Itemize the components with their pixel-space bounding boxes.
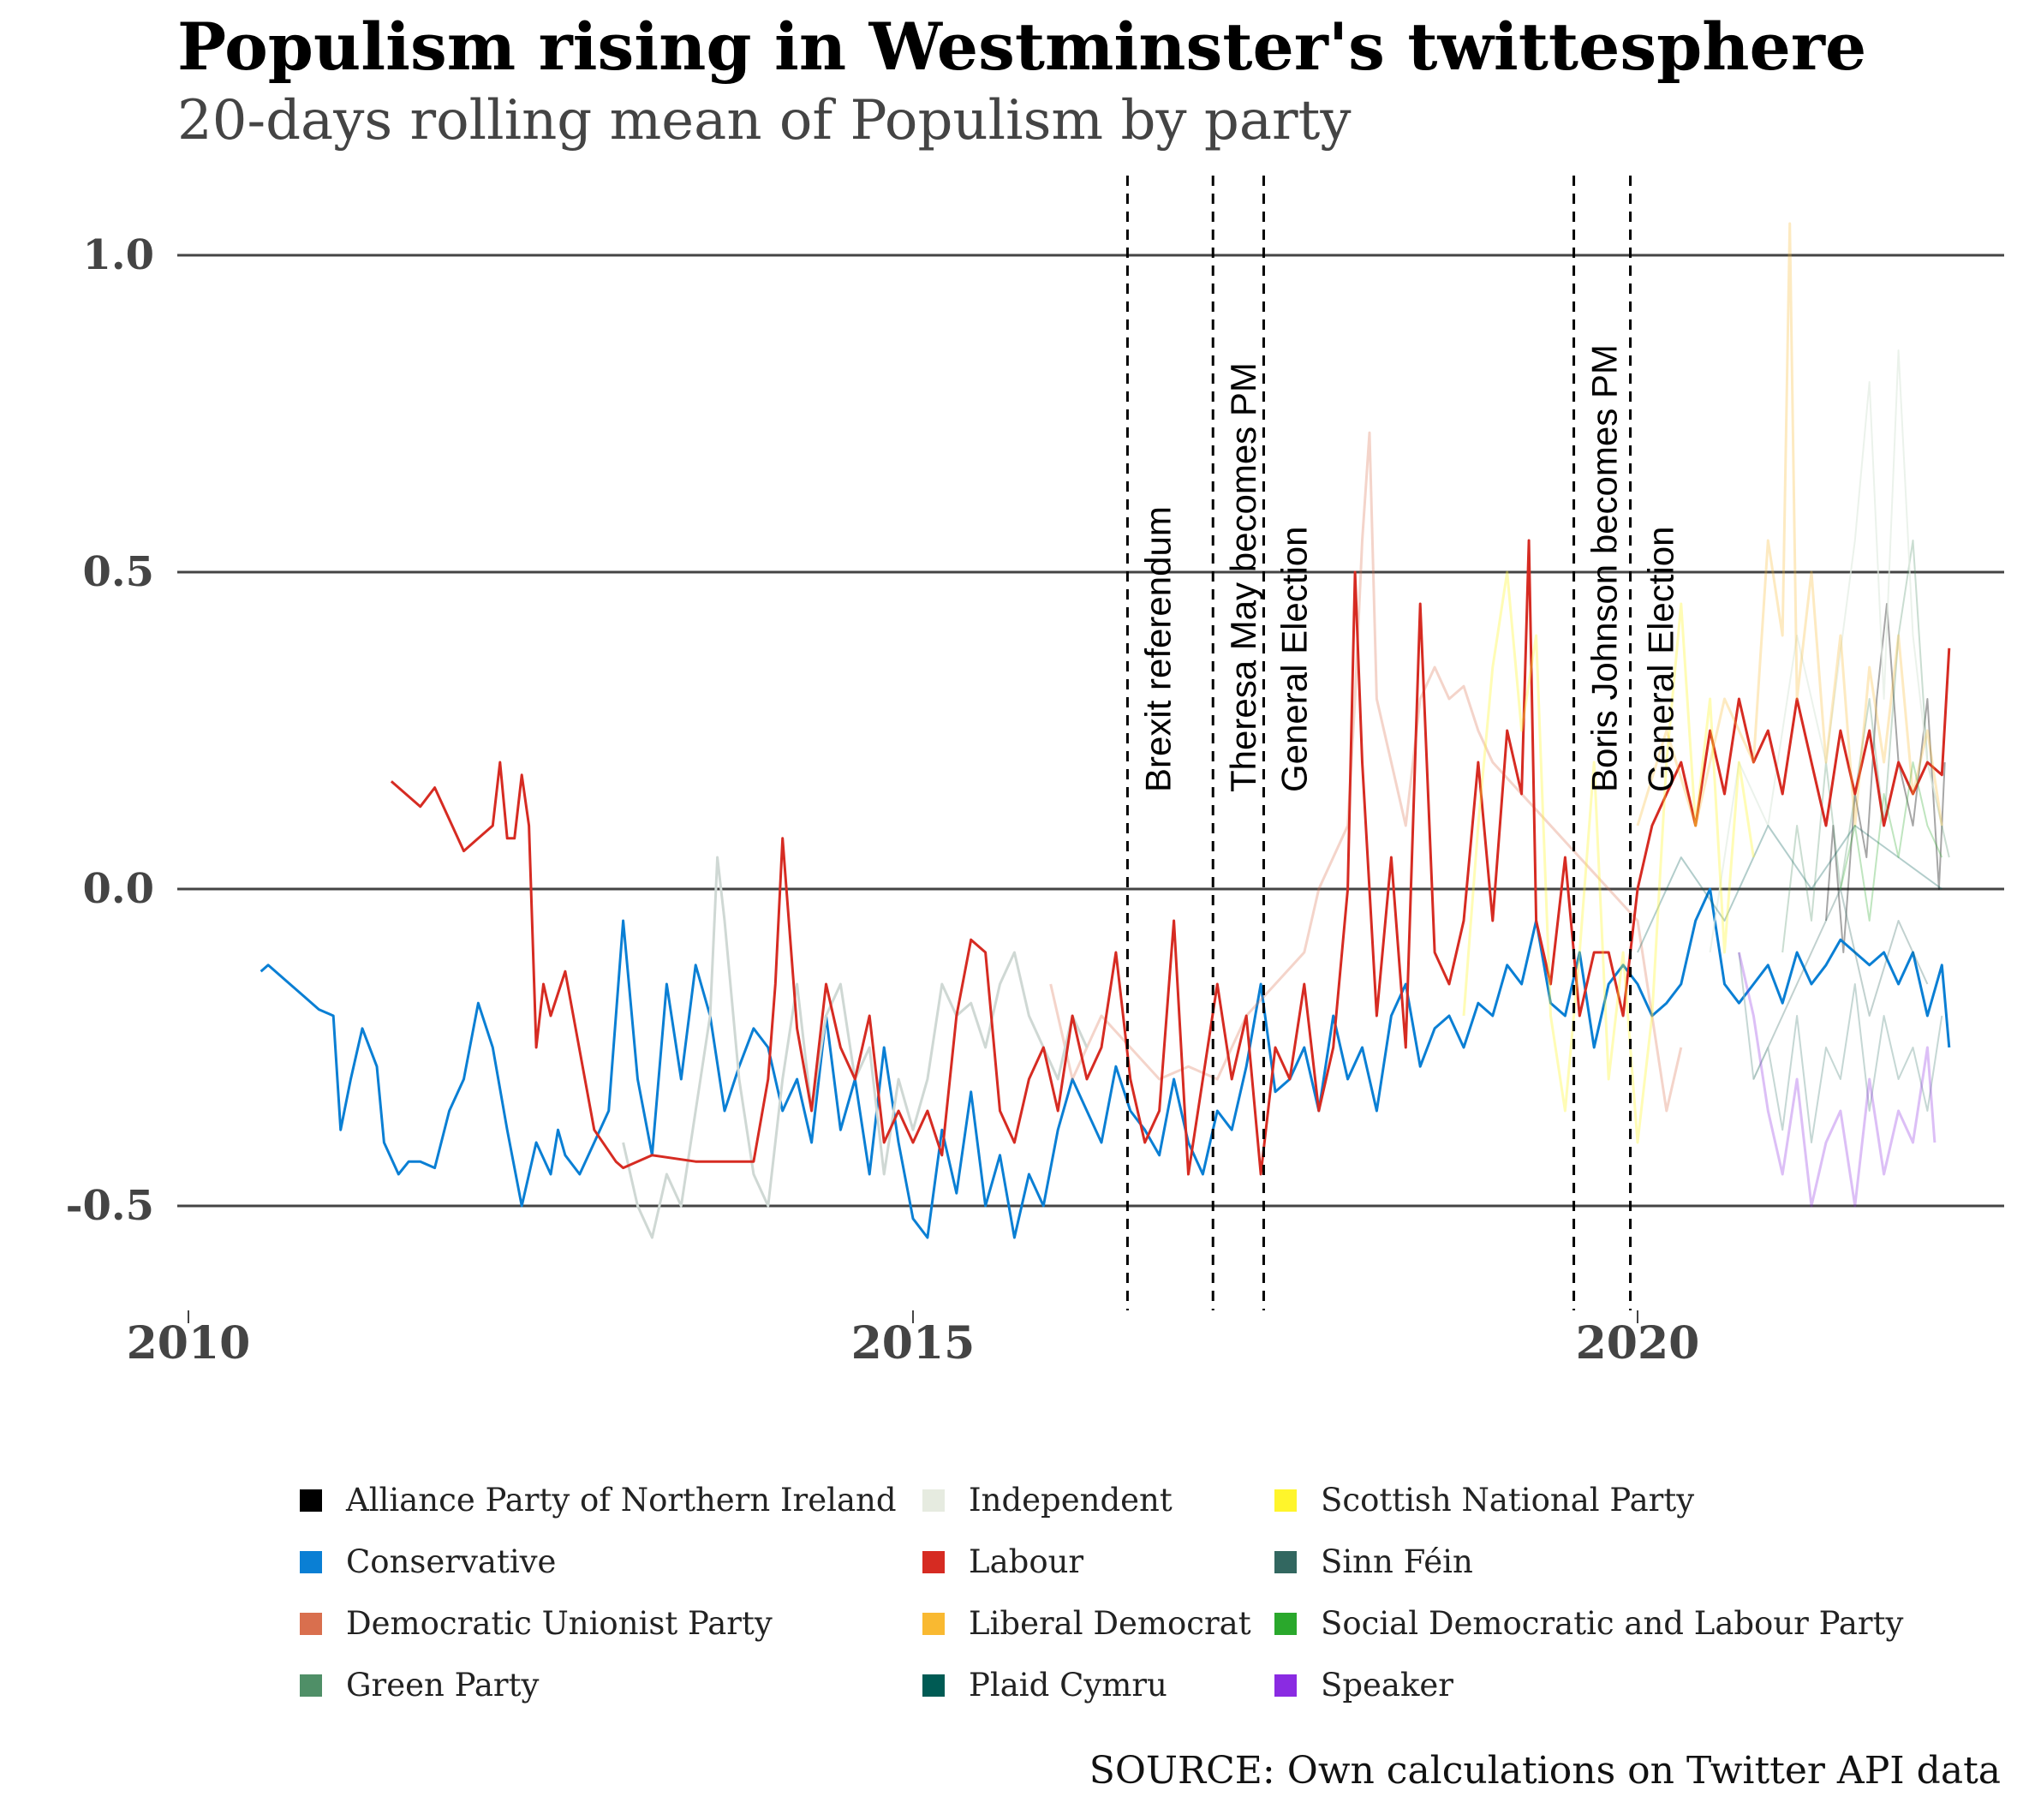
legend-item: Liberal Democrat xyxy=(922,1605,1251,1642)
legend-label: Speaker xyxy=(1321,1667,1453,1704)
series-sinn-f-in xyxy=(1752,888,1929,1080)
series-plaid-cymru xyxy=(1637,825,1942,953)
event-markers: Brexit referendum Theresa May becomes PM G… xyxy=(1125,176,1681,1310)
legend-item: Conservative xyxy=(300,1543,556,1580)
legend-item: Plaid Cymru xyxy=(922,1667,1167,1704)
legend-item: Labour xyxy=(922,1543,1083,1580)
chart-title: Populism rising in Westminster's twittes… xyxy=(177,9,1867,85)
legend-swatch xyxy=(1274,1674,1297,1697)
legend-label: Social Democratic and Labour Party xyxy=(1321,1605,1904,1642)
legend-label: Independent xyxy=(969,1482,1173,1519)
legend-swatch xyxy=(1274,1550,1297,1573)
series-liberal-democrat xyxy=(1636,222,1943,827)
event-label: Boris Johnson becomes PM xyxy=(1584,344,1625,792)
legend-swatch xyxy=(300,1612,322,1635)
series-social-democratic-and-labour-party xyxy=(1839,761,1943,922)
axis-labels: 1.0 0.5 0.0 -0.5 2010 2015 2020 xyxy=(66,231,1700,1369)
legend-swatch xyxy=(300,1550,322,1573)
series-labour xyxy=(390,539,1951,1176)
legend-item: Democratic Unionist Party xyxy=(300,1605,773,1642)
legend-item: Independent xyxy=(922,1482,1173,1519)
event-label: Theresa May becomes PM xyxy=(1223,362,1263,792)
legend-swatch xyxy=(300,1489,322,1512)
legend-label: Liberal Democrat xyxy=(969,1605,1251,1642)
legend-label: Sinn Féin xyxy=(1321,1543,1473,1580)
legend-swatch xyxy=(922,1612,945,1635)
legend-label: Democratic Unionist Party xyxy=(346,1605,773,1642)
legend-item: Alliance Party of Northern Ireland xyxy=(300,1482,897,1519)
legend-swatch xyxy=(1274,1612,1297,1635)
legend-label: Alliance Party of Northern Ireland xyxy=(346,1482,897,1519)
legend-item: Sinn Féin xyxy=(1274,1543,1473,1580)
chart-plot: Brexit referendum Theresa May becomes PM G… xyxy=(66,176,2004,1369)
y-tick-label: 0.0 xyxy=(82,865,154,913)
legend-label: Scottish National Party xyxy=(1321,1482,1695,1519)
legend-label: Labour xyxy=(969,1543,1084,1580)
series-speaker xyxy=(1737,952,1936,1208)
event-label: Brexit referendum xyxy=(1137,506,1178,792)
event-label: General Election xyxy=(1641,526,1681,792)
series-democratic-unionist-party xyxy=(1049,431,1683,1113)
chart-subtitle: 20-days rolling mean of Populism by part… xyxy=(177,89,1352,152)
legend-swatch xyxy=(922,1674,945,1697)
y-tick-label: -0.5 xyxy=(66,1182,154,1230)
y-tick-label: 0.5 xyxy=(82,548,154,596)
y-tick-label: 1.0 xyxy=(82,231,154,279)
legend-label: Conservative xyxy=(346,1543,557,1580)
series-sinn-f-in xyxy=(1738,952,1943,1143)
series-scottish-national-party xyxy=(1462,570,1755,1144)
x-tick-label: 2015 xyxy=(851,1317,976,1369)
series-lines xyxy=(260,222,1951,1239)
series-independent xyxy=(622,856,1089,1239)
legend-label: Green Party xyxy=(346,1667,540,1704)
legend-swatch xyxy=(922,1489,945,1512)
gridlines xyxy=(177,254,2004,1208)
legend-item: Social Democratic and Labour Party xyxy=(1274,1605,1903,1642)
legend-item: Green Party xyxy=(300,1667,539,1704)
source-note: SOURCE: Own calculations on Twitter API … xyxy=(1089,1749,2001,1793)
x-tick-label: 2010 xyxy=(127,1317,251,1369)
series-conservative xyxy=(260,887,1951,1239)
event-label: General Election xyxy=(1274,526,1314,792)
legend-swatch xyxy=(300,1674,322,1697)
x-tick-label: 2020 xyxy=(1576,1317,1700,1369)
series-independent xyxy=(1709,349,1943,953)
legend-swatch xyxy=(922,1550,945,1573)
legend-item: Speaker xyxy=(1274,1667,1453,1704)
legend-swatch xyxy=(1274,1489,1297,1512)
legend-label: Plaid Cymru xyxy=(969,1667,1167,1704)
legend-item: Scottish National Party xyxy=(1274,1482,1694,1519)
